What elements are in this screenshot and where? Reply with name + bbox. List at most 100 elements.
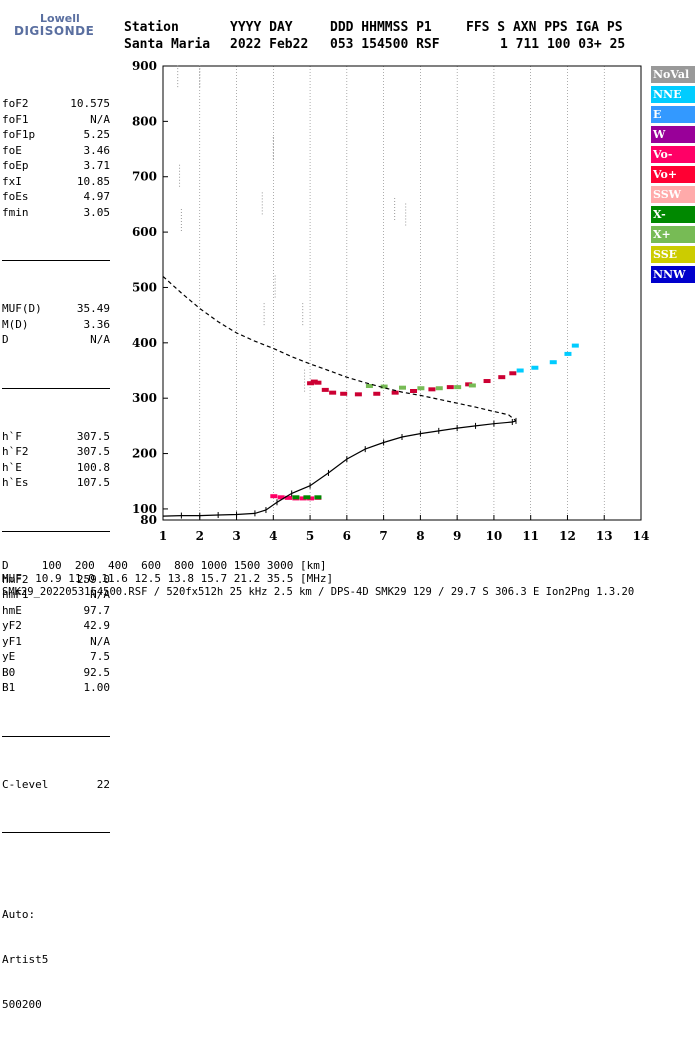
param-value: 4.97 [83, 190, 111, 203]
echo-point-vo [410, 388, 418, 393]
legend-item: SSE [651, 246, 695, 263]
autoscaling-program: Artist5 [2, 953, 49, 966]
param-name: foEp [2, 159, 29, 172]
echo-point-x [303, 495, 311, 500]
param-value: 3.46 [83, 143, 111, 157]
param-value: 3.36 [83, 317, 111, 331]
echo-point-vo [509, 371, 517, 376]
divider [2, 832, 110, 833]
echo-point-x [314, 495, 322, 500]
param-value: N/A [90, 634, 110, 648]
param-value: 97.7 [83, 603, 111, 617]
echo-point-vo [373, 391, 381, 396]
header-label-date: YYYY DAY [230, 20, 293, 35]
lowell-logo-text: Lowell [40, 12, 80, 25]
param-value: N/A [90, 112, 110, 126]
param-row: foF1p 5.25 [2, 127, 110, 143]
param-value: 35.49 [76, 302, 110, 315]
x-tick-label: 1 [159, 529, 167, 543]
param-name: C-level [2, 777, 49, 791]
param-name: foF2 [2, 97, 29, 110]
legend-item: NNE [651, 86, 695, 103]
legend-item: SSW [651, 186, 695, 203]
param-value: 3.71 [83, 159, 111, 172]
legend-item: E [651, 106, 695, 123]
header-label-time: DDD HHMMSS P1 [330, 20, 432, 35]
param-group-muf: MUF(D) 35.49 M(D) 3.36 D N/A [2, 301, 110, 348]
y-tick-label: 100 [132, 502, 157, 516]
param-name: yF2 [2, 619, 22, 632]
ionogram-plot: 1 2 3 4 5 6 7 8 9 10 11 12 13 14100200300400500600700… [132, 59, 650, 543]
param-row: h`F2 307.5 [2, 444, 110, 460]
header-value-date: 2022 Feb22 [230, 37, 309, 52]
echo-point-vo [299, 496, 307, 501]
extrapolated-profile-line [162, 275, 517, 422]
param-row: foEs 4.97 [2, 189, 110, 205]
param-row: D N/A [2, 332, 110, 348]
echo-point-vo [340, 391, 348, 396]
divider [2, 387, 110, 389]
y-tick-label: 80 [140, 513, 157, 527]
divider [2, 530, 110, 532]
param-row: fmin 3.05 [2, 205, 110, 221]
polarization-legend: NoVal NNE E W Vo- Vo+ SSW X- X+ SSE NNW [651, 66, 695, 286]
param-name: foF1p [2, 128, 36, 141]
echo-point-nne [549, 360, 557, 365]
echo-point-vo [465, 382, 473, 387]
digisonde-logo-text: DIGISONDE [14, 24, 95, 38]
echo-point-vo [428, 387, 436, 392]
echo-point-x [292, 495, 300, 500]
param-row: yF1 N/A [2, 634, 110, 650]
param-row: B0 92.5 [2, 665, 110, 681]
y-tick-label: 700 [132, 170, 157, 184]
param-group-confidence: C-level 22 [2, 777, 110, 793]
electron-density-profile-line [162, 420, 517, 517]
echo-point-x [380, 384, 388, 389]
x-tick-label: 7 [379, 529, 387, 543]
param-row: hmF1 N/A [2, 587, 110, 603]
param-value: 22 [96, 777, 110, 791]
param-name: yF1 [2, 634, 22, 648]
param-name: MUF(D) [2, 302, 42, 315]
echo-point-vo [354, 392, 362, 397]
param-row: C-level 22 [2, 777, 110, 793]
echo-point-vo [314, 380, 322, 385]
x-tick-label: 13 [596, 529, 613, 543]
param-name: foE [2, 143, 22, 157]
param-row: foF1 N/A [2, 112, 110, 128]
echo-point-vo [277, 495, 285, 500]
param-value: 307.5 [76, 429, 110, 443]
echo-point-x [468, 383, 476, 388]
echo-point-x [435, 386, 443, 391]
y-tick-label: 500 [132, 280, 157, 294]
autoscaling-version: 500200 [2, 998, 42, 1011]
param-name: foF1 [2, 112, 29, 126]
echo-point-nne [531, 365, 539, 370]
x-tick-label: 4 [269, 529, 277, 543]
legend-item: Vo- [651, 146, 695, 163]
param-row: h`F 307.5 [2, 429, 110, 445]
header-value-params: 1 711 100 03+ 25 [500, 37, 626, 52]
autoscaling-label: Auto: [2, 908, 36, 921]
legend-item: X+ [651, 226, 695, 243]
param-group-virtual-heights: h`F 307.5 h`F2 307.5 h`E 100.8 h`Es 107.5 [2, 429, 110, 491]
param-name: h`F [2, 429, 22, 443]
echo-point-vo [307, 381, 315, 386]
x-tick-label: 14 [633, 529, 650, 543]
x-tick-label: 10 [486, 529, 503, 543]
param-row: yF2 42.9 [2, 618, 110, 634]
param-value: 3.05 [83, 205, 111, 219]
param-name: D [2, 333, 9, 346]
echo-point-x [454, 385, 462, 390]
param-name: foEs [2, 190, 29, 203]
header-value-station: Santa Maria [124, 37, 211, 52]
param-value: 10.575 [70, 97, 110, 110]
param-name: yE [2, 650, 16, 663]
legend-item: X- [651, 206, 695, 223]
echo-point-vo [307, 496, 315, 501]
param-value: 307.5 [76, 445, 110, 458]
param-value: 107.5 [76, 476, 110, 489]
param-row: h`E 100.8 [2, 460, 110, 476]
divider [2, 260, 110, 261]
y-tick-label: 300 [132, 391, 157, 405]
